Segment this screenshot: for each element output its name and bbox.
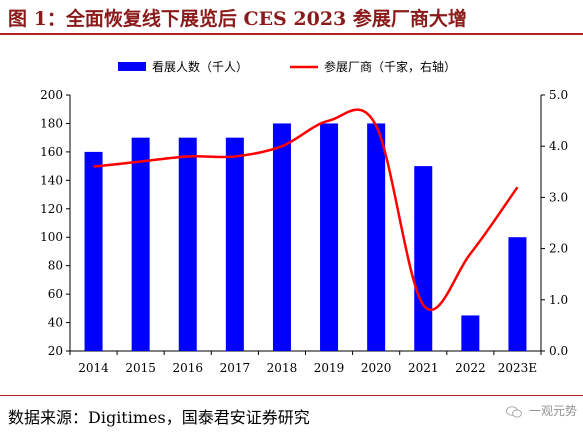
bar xyxy=(226,138,244,351)
bar xyxy=(508,237,526,351)
y-tick-label-left: 40 xyxy=(48,316,63,330)
x-tick-label: 2019 xyxy=(314,361,345,375)
bar xyxy=(179,138,197,351)
x-tick-label: 2017 xyxy=(220,361,251,375)
legend-swatch-bars xyxy=(118,62,146,71)
x-tick-label: 2020 xyxy=(361,361,392,375)
y-tick-label-left: 100 xyxy=(40,230,63,244)
y-tick-label-right: 2.0 xyxy=(549,242,568,256)
watermark: 一观元势 xyxy=(506,402,577,419)
y-tick-label-right: 1.0 xyxy=(549,293,568,307)
legend-label-bars: 看展人数（千人） xyxy=(152,59,248,74)
legend-label-line: 参展厂商（千家，右轴） xyxy=(324,59,456,74)
x-tick-label: 2022 xyxy=(455,361,486,375)
wechat-icon xyxy=(506,406,522,418)
series-line xyxy=(94,110,518,310)
x-tick-label: 2023E xyxy=(498,361,537,375)
x-tick-label: 2014 xyxy=(78,361,109,375)
source-note: 数据来源：Digitimes，国泰君安证券研究 xyxy=(8,404,310,428)
y-tick-label-left: 200 xyxy=(40,88,63,102)
y-tick-label-left: 60 xyxy=(48,287,63,301)
chart-title: 图 1：全面恢复线下展览后 CES 2023 参展厂商大增 xyxy=(8,4,467,31)
watermark-text: 一观元势 xyxy=(529,404,577,418)
y-tick-label-right: 0.0 xyxy=(549,344,568,358)
x-tick-label: 2015 xyxy=(125,361,156,375)
title-bar: 图 1：全面恢复线下展览后 CES 2023 参展厂商大增 xyxy=(0,0,583,35)
x-tick-label: 2021 xyxy=(408,361,439,375)
bar xyxy=(273,123,291,351)
chart-svg: 看展人数（千人） 参展厂商（千家，右轴） 20 40 60 80 100 120 140 160 1… xyxy=(0,40,583,380)
x-tick-label: 2018 xyxy=(267,361,298,375)
x-tick-label: 2016 xyxy=(172,361,203,375)
y-tick-label-left: 120 xyxy=(40,202,63,216)
y-tick-label-right: 5.0 xyxy=(549,88,568,102)
bar xyxy=(367,123,385,351)
y-tick-label-right: 4.0 xyxy=(549,139,568,153)
y-tick-label-left: 80 xyxy=(48,259,63,273)
bar xyxy=(85,152,103,351)
y-tick-label-left: 160 xyxy=(40,145,63,159)
y-tick-label-left: 140 xyxy=(40,173,63,187)
y-tick-label-left: 20 xyxy=(48,344,63,358)
bar xyxy=(320,123,338,351)
bar xyxy=(414,166,432,351)
chart-area: 看展人数（千人） 参展厂商（千家，右轴） 20 40 60 80 100 120 140 160 1… xyxy=(0,40,583,380)
y-tick-label-right: 3.0 xyxy=(549,190,568,204)
y-tick-label-left: 180 xyxy=(40,116,63,130)
source-bar: 数据来源：Digitimes，国泰君安证券研究 一观元势 xyxy=(0,395,583,432)
bar xyxy=(132,138,150,351)
bar xyxy=(461,315,479,351)
